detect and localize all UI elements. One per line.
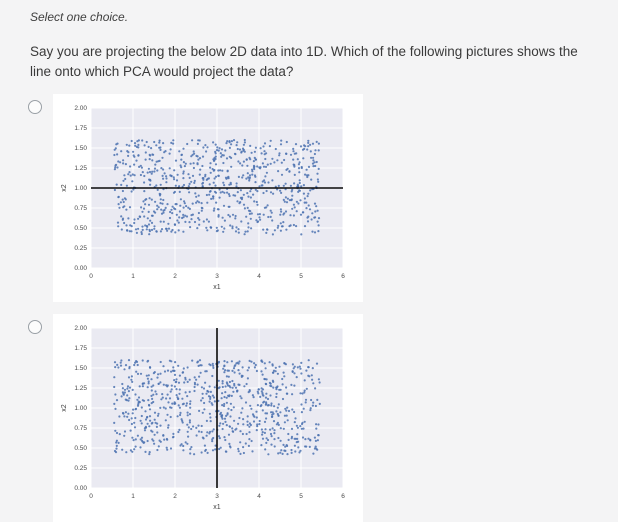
- svg-text:1.00: 1.00: [74, 405, 87, 412]
- svg-text:1: 1: [131, 273, 135, 280]
- svg-text:0: 0: [89, 273, 93, 280]
- svg-text:2: 2: [173, 273, 177, 280]
- svg-text:1.50: 1.50: [74, 145, 87, 152]
- svg-text:1: 1: [131, 493, 135, 500]
- scatter-chart-svg: 0.00 0.25 0.50 0.75 1.00 1.25 1.50 1.75 2.00 0 1 2 3…: [61, 325, 345, 511]
- svg-text:6: 6: [341, 493, 345, 500]
- x-axis-label: x1: [213, 284, 221, 291]
- svg-text:5: 5: [299, 493, 303, 500]
- svg-text:0.50: 0.50: [74, 445, 87, 452]
- svg-text:2.00: 2.00: [74, 325, 87, 332]
- svg-text:1.25: 1.25: [74, 165, 87, 172]
- svg-text:0.75: 0.75: [74, 425, 87, 432]
- svg-text:6: 6: [341, 273, 345, 280]
- x-tick-labels: 0 1 2 3 4 5 6: [89, 493, 345, 500]
- svg-text:4: 4: [257, 273, 261, 280]
- svg-text:1.50: 1.50: [74, 365, 87, 372]
- svg-text:2: 2: [173, 493, 177, 500]
- svg-text:0.50: 0.50: [74, 225, 87, 232]
- x-tick-labels: 0 1 2 3 4 5 6: [89, 273, 345, 280]
- svg-text:3: 3: [215, 493, 219, 500]
- svg-text:3: 3: [215, 273, 219, 280]
- svg-text:0.25: 0.25: [74, 245, 87, 252]
- radio-button-option-2[interactable]: [28, 320, 42, 335]
- question-text: Say you are projecting the below 2D data…: [30, 44, 578, 79]
- option-2-chart-card[interactable]: 0.00 0.25 0.50 0.75 1.00 1.25 1.50 1.75 2.00 0 1 2 3…: [53, 314, 363, 522]
- y-axis-label: x2: [61, 404, 68, 412]
- svg-text:5: 5: [299, 273, 303, 280]
- scatter-plot-horizontal-line: 0.00 0.25 0.50 0.75 1.00 1.25 1.50 1.75 2.00 0 1 2 3…: [57, 98, 359, 298]
- svg-text:0: 0: [89, 493, 93, 500]
- scatter-points: [113, 139, 321, 236]
- scatter-points: [113, 359, 321, 456]
- svg-text:1.25: 1.25: [74, 385, 87, 392]
- svg-text:4: 4: [257, 493, 261, 500]
- radio-button-option-1[interactable]: [28, 100, 42, 115]
- svg-text:2.00: 2.00: [74, 105, 87, 112]
- scatter-plot-vertical-line: 0.00 0.25 0.50 0.75 1.00 1.25 1.50 1.75 2.00 0 1 2 3…: [57, 318, 359, 518]
- y-tick-labels: 0.00 0.25 0.50 0.75 1.00 1.25 1.50 1.75 2.00: [74, 105, 87, 272]
- y-axis-label: x2: [61, 184, 68, 192]
- svg-text:0.25: 0.25: [74, 465, 87, 472]
- svg-text:0.00: 0.00: [74, 265, 87, 272]
- x-axis-label: x1: [213, 504, 221, 511]
- instruction-text: Select one choice.: [30, 10, 129, 24]
- svg-text:0.00: 0.00: [74, 485, 87, 492]
- y-tick-labels: 0.00 0.25 0.50 0.75 1.00 1.25 1.50 1.75 2.00: [74, 325, 87, 492]
- svg-text:0.75: 0.75: [74, 205, 87, 212]
- svg-text:1.75: 1.75: [74, 345, 87, 352]
- svg-text:1.00: 1.00: [74, 185, 87, 192]
- svg-text:1.75: 1.75: [74, 125, 87, 132]
- option-1-chart-card[interactable]: 0.00 0.25 0.50 0.75 1.00 1.25 1.50 1.75 2.00 0 1 2 3…: [53, 94, 363, 303]
- answer-option-2: 0.00 0.25 0.50 0.75 1.00 1.25 1.50 1.75 2.00 0 1 2 3…: [28, 314, 590, 522]
- scatter-chart-svg: 0.00 0.25 0.50 0.75 1.00 1.25 1.50 1.75 2.00 0 1 2 3…: [61, 105, 345, 291]
- answer-option-1: 0.00 0.25 0.50 0.75 1.00 1.25 1.50 1.75 2.00 0 1 2 3…: [28, 94, 590, 303]
